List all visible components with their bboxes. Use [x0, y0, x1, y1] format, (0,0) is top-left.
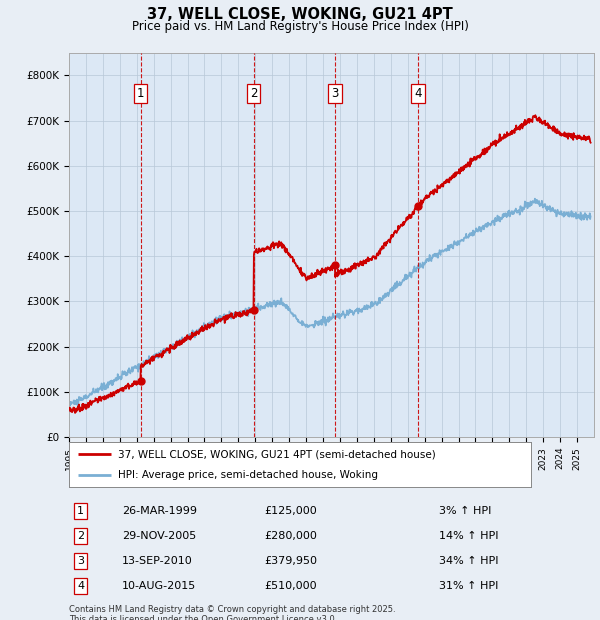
Text: 2: 2 [77, 531, 84, 541]
Text: Contains HM Land Registry data © Crown copyright and database right 2025.
This d: Contains HM Land Registry data © Crown c… [69, 604, 395, 620]
Text: £280,000: £280,000 [264, 531, 317, 541]
Text: 10-AUG-2015: 10-AUG-2015 [122, 581, 196, 591]
Text: 34% ↑ HPI: 34% ↑ HPI [439, 556, 498, 566]
Text: 3: 3 [331, 87, 339, 100]
Text: 31% ↑ HPI: 31% ↑ HPI [439, 581, 498, 591]
Text: 4: 4 [77, 581, 84, 591]
Text: 37, WELL CLOSE, WOKING, GU21 4PT (semi-detached house): 37, WELL CLOSE, WOKING, GU21 4PT (semi-d… [118, 449, 435, 459]
Text: 13-SEP-2010: 13-SEP-2010 [122, 556, 193, 566]
Text: 37, WELL CLOSE, WOKING, GU21 4PT: 37, WELL CLOSE, WOKING, GU21 4PT [147, 7, 453, 22]
Text: 3% ↑ HPI: 3% ↑ HPI [439, 507, 491, 516]
Text: 3: 3 [77, 556, 84, 566]
Text: £379,950: £379,950 [264, 556, 317, 566]
Text: 1: 1 [77, 507, 84, 516]
Text: Price paid vs. HM Land Registry's House Price Index (HPI): Price paid vs. HM Land Registry's House … [131, 20, 469, 33]
Text: £125,000: £125,000 [265, 507, 317, 516]
Text: 14% ↑ HPI: 14% ↑ HPI [439, 531, 498, 541]
Text: 2: 2 [250, 87, 257, 100]
Text: 1: 1 [137, 87, 145, 100]
Text: £510,000: £510,000 [265, 581, 317, 591]
Text: 26-MAR-1999: 26-MAR-1999 [122, 507, 197, 516]
Text: HPI: Average price, semi-detached house, Woking: HPI: Average price, semi-detached house,… [118, 469, 377, 480]
Text: 29-NOV-2005: 29-NOV-2005 [122, 531, 196, 541]
Text: 4: 4 [414, 87, 422, 100]
